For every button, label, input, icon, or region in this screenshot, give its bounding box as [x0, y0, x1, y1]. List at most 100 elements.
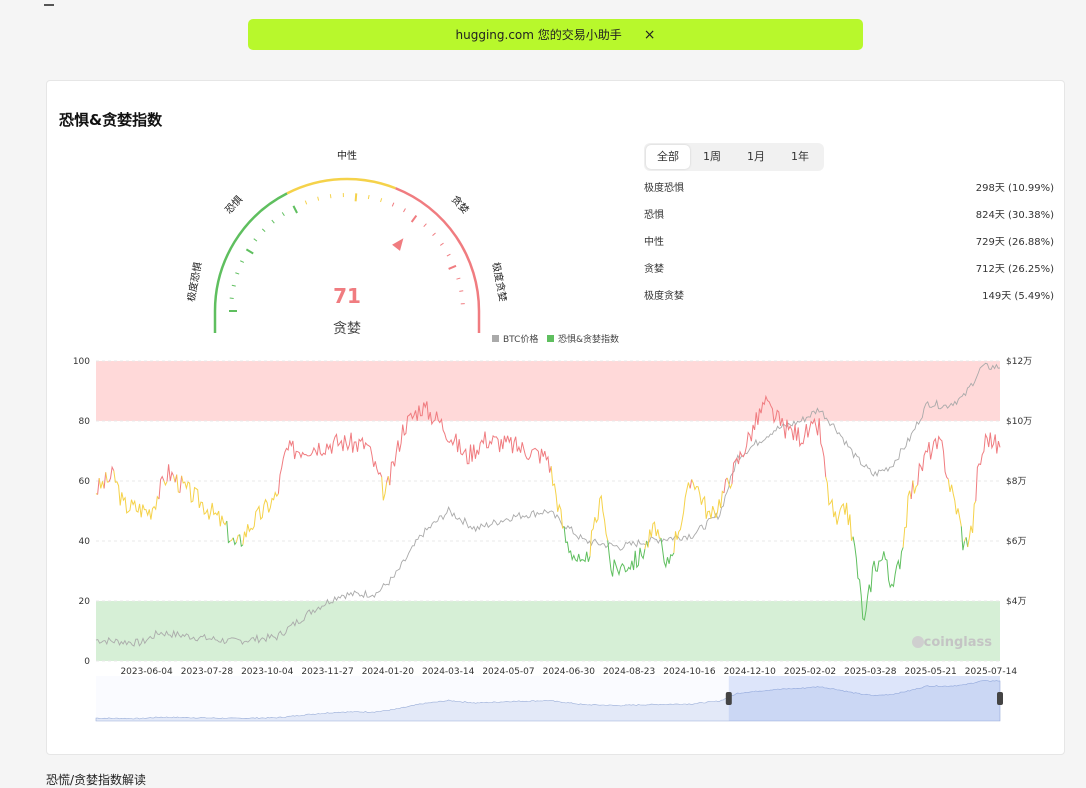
legend-label[interactable]: BTC价格 [503, 333, 538, 345]
x-tick: 2024-05-07 [482, 667, 534, 677]
gauge-zone-label: 贪婪 [449, 193, 472, 216]
x-tick: 2023-10-04 [241, 667, 294, 677]
stat-row: 极度贪婪 149天 (5.49%) [644, 290, 1054, 317]
promo-banner: hugging.com 您的交易小助手 × [248, 19, 863, 50]
tab-0[interactable]: 全部 [646, 145, 690, 169]
y-left-tick: 100 [73, 357, 90, 367]
navigator-handle-left[interactable] [726, 692, 732, 705]
x-tick: 2024-01-20 [362, 667, 415, 677]
stat-name: 贪婪 [644, 263, 664, 290]
chart-band [96, 601, 1000, 661]
banner-text: hugging.com 您的交易小助手 [456, 26, 622, 43]
close-icon[interactable]: × [644, 27, 656, 43]
fng-line-segment [159, 477, 164, 500]
gauge-zone-label: 中性 [337, 149, 357, 162]
gauge-tick [240, 261, 244, 263]
gauge-tick [272, 220, 275, 223]
gauge-tick [424, 224, 427, 227]
x-tick: 2023-11-27 [301, 667, 353, 677]
gauge-tick [356, 193, 357, 201]
x-tick: 2024-12-10 [724, 667, 777, 677]
gauge-tick [412, 216, 417, 222]
fng-line-segment [551, 466, 564, 528]
gauge-pointer [392, 238, 403, 251]
fng-line-segment [109, 467, 114, 482]
fng-line-segment [164, 481, 167, 485]
fng-line-segment [382, 477, 387, 501]
gauge-tick [447, 254, 451, 256]
stat-name: 极度恐惧 [644, 182, 684, 209]
stat-value: 298天 (10.99%) [976, 182, 1054, 209]
fng-line-segment [661, 538, 674, 567]
fng-line-segment [918, 437, 949, 485]
gauge-zone-label: 极度贪婪 [490, 261, 507, 303]
y-right-tick: $6万 [1006, 537, 1026, 547]
x-tick: 2025-03-28 [844, 667, 897, 677]
fng-line-segment [692, 479, 724, 518]
stat-value: 712天 (26.25%) [976, 263, 1054, 290]
gauge-tick [246, 249, 253, 253]
gauge-tick [293, 206, 297, 213]
fng-line-segment [826, 477, 853, 541]
fng-line-segment [240, 535, 243, 547]
x-tick: 2023-07-28 [181, 667, 234, 677]
y-left-tick: 40 [79, 537, 91, 547]
fng-line-segment [104, 472, 106, 488]
gauge-tick [456, 278, 460, 279]
fng-line-segment [177, 475, 180, 493]
y-left-tick: 80 [79, 417, 91, 427]
gauge-tick [262, 229, 265, 232]
y-left-tick: 20 [79, 597, 91, 607]
fng-line-segment [948, 479, 961, 526]
gauge-tick [440, 243, 443, 245]
gauge-arc-neutral [287, 179, 396, 193]
stat-value: 729天 (26.88%) [976, 236, 1054, 263]
y-left-tick: 0 [84, 657, 90, 667]
fng-line-segment [961, 526, 964, 550]
x-tick: 2024-08-23 [603, 667, 655, 677]
gauge-tick [459, 291, 463, 292]
menu-icon[interactable] [44, 0, 54, 6]
fng-line-segment [674, 483, 690, 553]
stat-name: 极度贪婪 [644, 290, 684, 317]
y-left-tick: 60 [79, 477, 91, 487]
gauge-tick [381, 198, 382, 202]
tab-3[interactable]: 1年 [778, 145, 822, 169]
gauge-value: 71 [333, 284, 361, 308]
fng-line-segment [227, 521, 230, 543]
navigator-selection[interactable] [729, 676, 1000, 721]
stat-value: 149天 (5.49%) [982, 290, 1054, 317]
tab-2[interactable]: 1月 [734, 145, 778, 169]
fng-line-segment [590, 496, 608, 556]
legend-label[interactable]: 恐惧&贪婪指数 [558, 333, 619, 345]
fng-line-segment [911, 481, 913, 499]
fng-line-segment [913, 481, 918, 494]
gauge-zone-label: 恐惧 [223, 193, 245, 216]
fng-line-segment [236, 535, 239, 543]
gauge-tick [330, 194, 331, 198]
legend-swatch[interactable] [547, 335, 554, 342]
x-tick: 2024-10-16 [663, 667, 716, 677]
card-title: 恐惧&贪婪指数 [59, 109, 162, 130]
fng-line-segment [167, 464, 174, 481]
tab-1[interactable]: 1周 [690, 145, 734, 169]
stat-value: 824天 (30.38%) [976, 209, 1054, 236]
gauge-tick [449, 266, 456, 269]
watermark-logo-icon [912, 636, 924, 648]
gauge-tick [318, 197, 319, 201]
legend-swatch[interactable] [492, 335, 499, 342]
gauge-tick [392, 203, 394, 207]
fng-line-segment [968, 501, 976, 547]
navigator-handle-right[interactable] [997, 692, 1003, 705]
fng-line-segment [564, 527, 590, 562]
gauge-tick [305, 201, 306, 205]
x-tick: 2025-05-21 [904, 667, 956, 677]
watermark: coinglass [924, 635, 993, 650]
x-tick: 2024-03-14 [422, 667, 475, 677]
fng-line-segment [243, 493, 279, 545]
history-chart: BTC价格恐惧&贪婪指数020406080100$4万$6万$8万$10万$12… [47, 326, 1066, 726]
